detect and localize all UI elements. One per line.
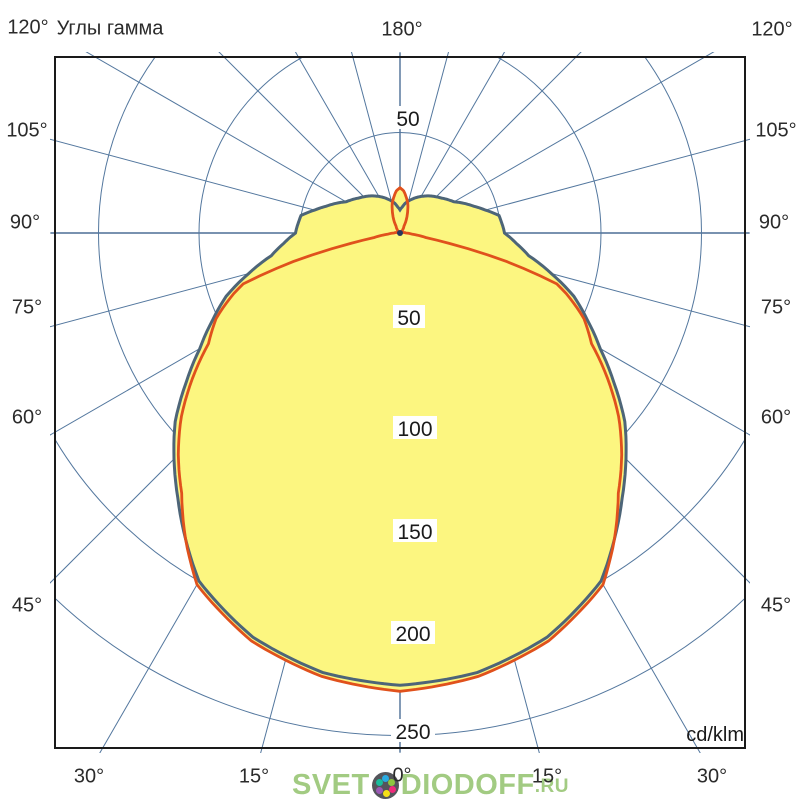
curve-plane-c0-c180	[172, 194, 628, 687]
watermark-text-ru: .RU	[534, 776, 569, 797]
watermark-text-diodoff: DIODOFF	[400, 769, 535, 800]
watermark: SVET DIODOFF .RU	[292, 769, 569, 800]
svg-text:250: 250	[395, 721, 430, 744]
chart-title: Углы гамма	[56, 17, 164, 40]
gamma-angle-label-right: 75°	[760, 296, 792, 319]
gamma-angle-label-bottom: 0°	[392, 764, 412, 787]
logo-color-dot	[382, 789, 390, 797]
gamma-angle-label-right: 90°	[758, 211, 790, 234]
gamma-angle-label-left: 90°	[9, 211, 41, 234]
logo-color-dot	[375, 786, 383, 794]
gamma-angle-label-left: 105°	[6, 119, 48, 142]
gamma-angle-label-bottom: 15°	[531, 765, 563, 788]
logo-color-dot	[388, 785, 396, 793]
logo-color-dot	[375, 778, 383, 786]
gamma-angle-label-bottom: 30°	[73, 765, 105, 788]
gamma-angle-label-top: 180°	[381, 18, 423, 41]
svetodiodoff-logo-icon	[371, 771, 399, 799]
gamma-angle-label-right: 60°	[760, 406, 792, 429]
gamma-angle-label-top: 120°	[751, 18, 793, 41]
gamma-angle-label-right: 105°	[755, 119, 797, 142]
svg-text:100: 100	[397, 418, 432, 441]
logo-color-dot	[387, 778, 395, 786]
intensity-fill	[173, 187, 627, 692]
logo-color-dot	[381, 774, 389, 782]
units-label: cd/klm	[686, 724, 744, 746]
gamma-angle-label-bottom: 15°	[238, 765, 270, 788]
svg-text:150: 150	[397, 521, 432, 544]
gamma-angle-label-right: 45°	[760, 594, 792, 617]
polar-center-dot	[397, 230, 403, 236]
gamma-angle-label-left: 60°	[11, 406, 43, 429]
gamma-angle-label-top: 120°	[7, 16, 49, 39]
plot-border	[54, 56, 746, 749]
watermark-text-svet: SVET	[292, 769, 370, 800]
svg-text:200: 200	[395, 623, 430, 646]
ring-labels: 50 50 100 150 200 250	[391, 106, 437, 744]
gamma-angle-label-bottom: 30°	[696, 765, 728, 788]
svg-text:50: 50	[396, 108, 419, 131]
svg-text:50: 50	[397, 307, 420, 330]
gamma-angle-label-left: 45°	[11, 594, 43, 617]
gamma-angle-label-left: 75°	[11, 296, 43, 319]
